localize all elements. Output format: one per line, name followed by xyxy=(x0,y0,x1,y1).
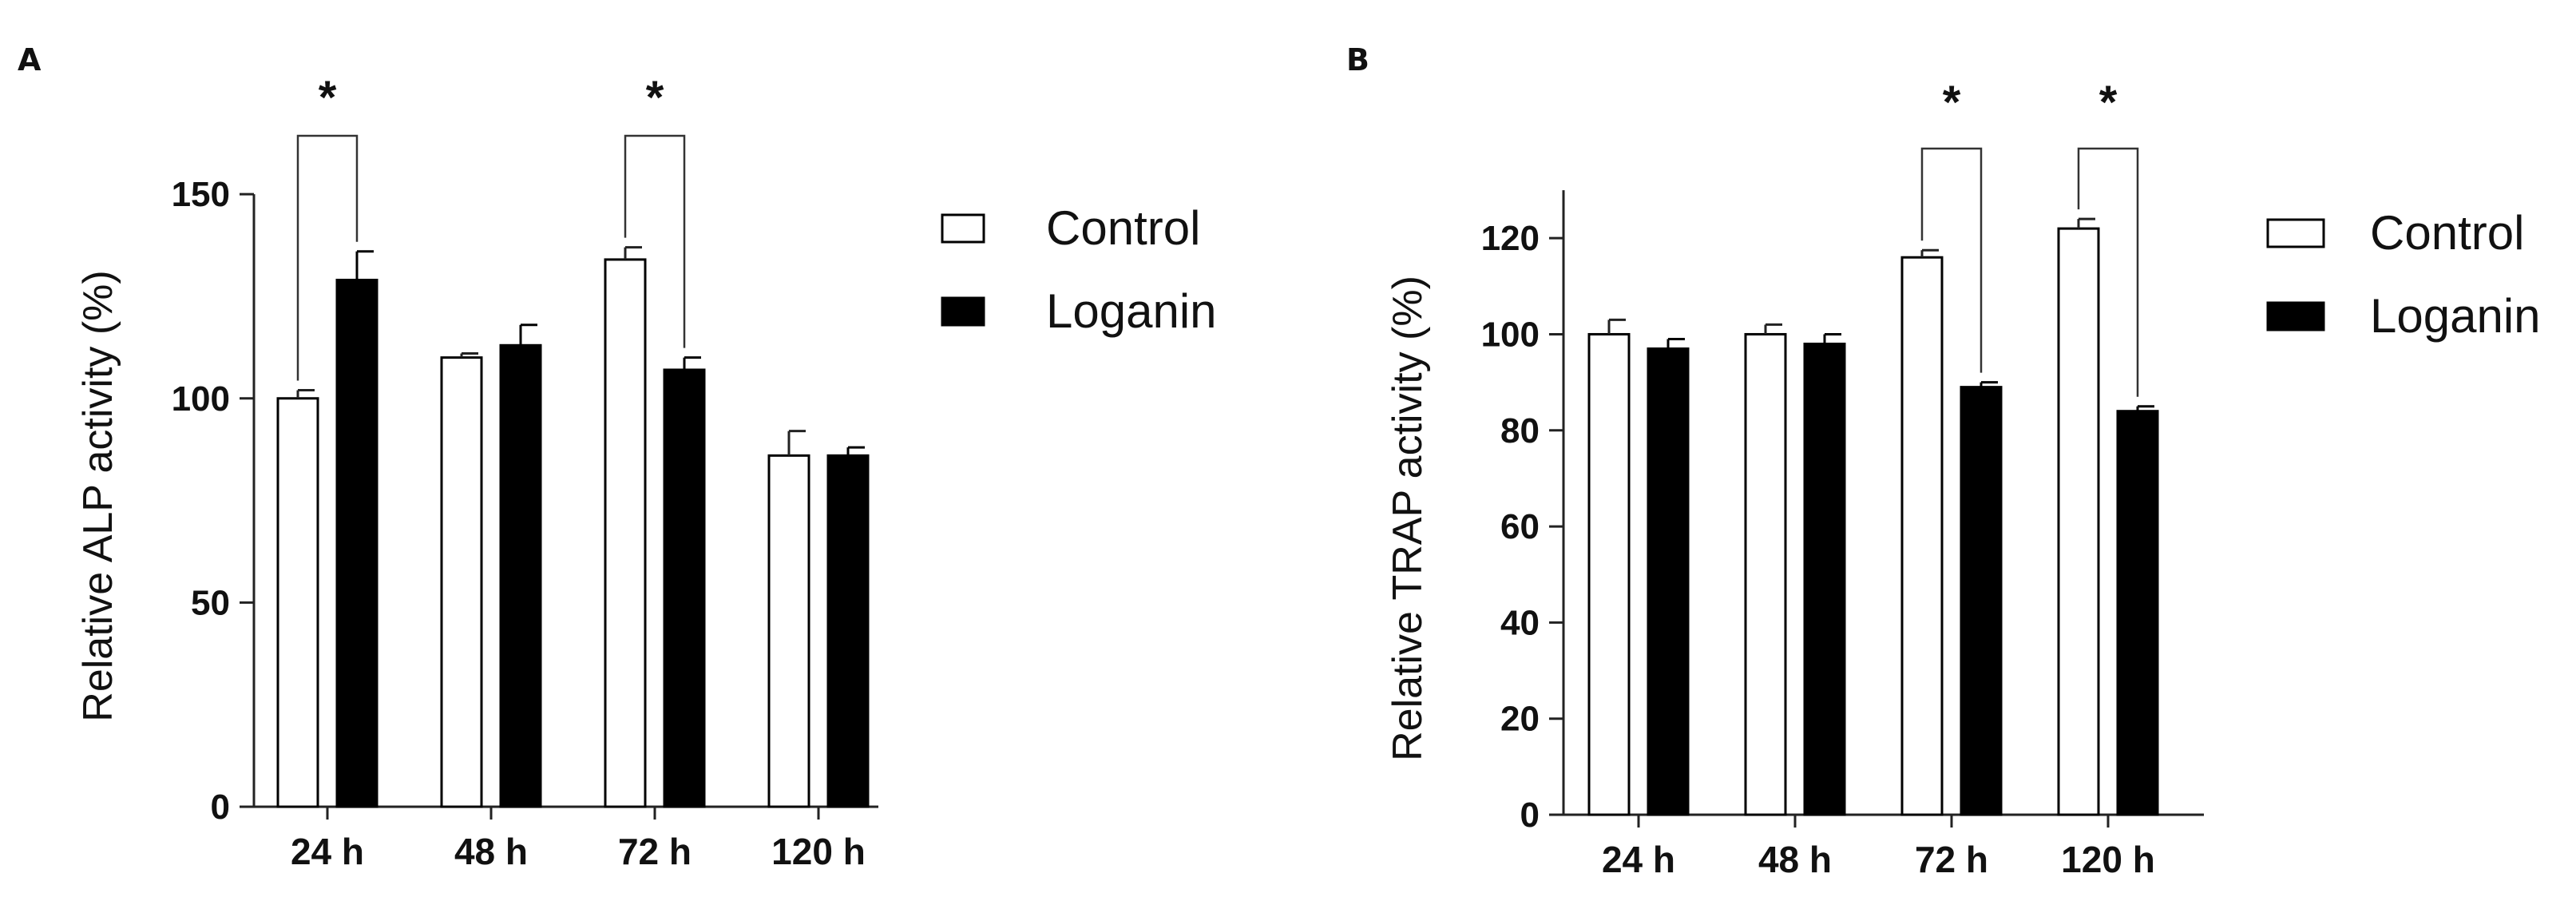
bar-control xyxy=(276,397,319,808)
x-tick-label: 120 h xyxy=(2061,839,2155,880)
bar-loganin xyxy=(1647,347,1690,816)
bar-loganin xyxy=(663,368,706,808)
significance-star: * xyxy=(646,72,664,124)
y-tick-label: 100 xyxy=(172,379,230,419)
y-tick-label: 20 xyxy=(1500,700,1540,739)
y-tick-label: 40 xyxy=(1500,603,1540,642)
x-tick-label: 24 h xyxy=(1602,839,1675,880)
significance-bracket xyxy=(2077,147,2139,397)
significance-star: * xyxy=(319,72,337,124)
significance-bracket xyxy=(296,134,359,381)
y-tick-label: 60 xyxy=(1500,507,1540,546)
legend-label-control: Control xyxy=(2370,206,2524,260)
significance-star: * xyxy=(1943,77,1961,129)
y-axis-label: Relative TRAP activity (%) xyxy=(1385,276,1431,761)
bar-control xyxy=(440,356,483,808)
y-tick-label: 100 xyxy=(1481,315,1540,354)
legend-swatch-loganin xyxy=(941,296,985,327)
bar-loganin xyxy=(826,454,870,808)
legend-swatch-control xyxy=(941,213,985,244)
legend-swatch-loganin xyxy=(2266,301,2325,331)
bar-loganin xyxy=(1960,386,2003,816)
bar-loganin xyxy=(2116,410,2159,816)
panel-b: B 0 20 40 60 80 100 120 Relative TRAP activity (… xyxy=(1346,42,2541,880)
y-tick-label: 0 xyxy=(211,788,230,827)
bar-control xyxy=(1900,256,1944,816)
significance-star: * xyxy=(2099,77,2118,129)
legend-label-control: Control xyxy=(1046,201,1200,255)
x-tick-label: 120 h xyxy=(771,831,866,872)
legend-swatch-control xyxy=(2266,218,2325,248)
y-tick-label: 0 xyxy=(1520,796,1540,835)
legend-label-loganin: Loganin xyxy=(1046,284,1217,338)
y-tick-label: 80 xyxy=(1500,411,1540,450)
x-tick-label: 24 h xyxy=(291,831,364,872)
bar-loganin xyxy=(1803,342,1846,816)
bar-control xyxy=(1587,332,1631,816)
y-tick-label: 50 xyxy=(191,583,230,622)
panel-label: B xyxy=(1346,42,1369,77)
panel-a: A 0 50 100 150 Relative ALP activity (%) 24 h *… xyxy=(18,42,1217,872)
x-tick-label: 72 h xyxy=(618,831,692,872)
bar-control xyxy=(604,258,647,808)
y-tick-label: 150 xyxy=(172,175,230,214)
y-axis-label: Relative ALP activity (%) xyxy=(75,270,121,721)
bar-control xyxy=(2057,227,2100,816)
bar-loganin xyxy=(499,343,542,808)
bar-control xyxy=(1744,332,1787,816)
y-tick-label: 120 xyxy=(1481,219,1540,258)
significance-bracket xyxy=(624,134,686,348)
significance-bracket xyxy=(1920,147,1983,373)
bar-control xyxy=(767,454,810,808)
bar-loganin xyxy=(335,278,378,808)
x-tick-label: 72 h xyxy=(1915,839,1988,880)
legend-label-loganin: Loganin xyxy=(2370,289,2541,343)
x-tick-label: 48 h xyxy=(454,831,528,872)
x-tick-label: 48 h xyxy=(1758,839,1832,880)
panel-label: A xyxy=(18,42,42,77)
